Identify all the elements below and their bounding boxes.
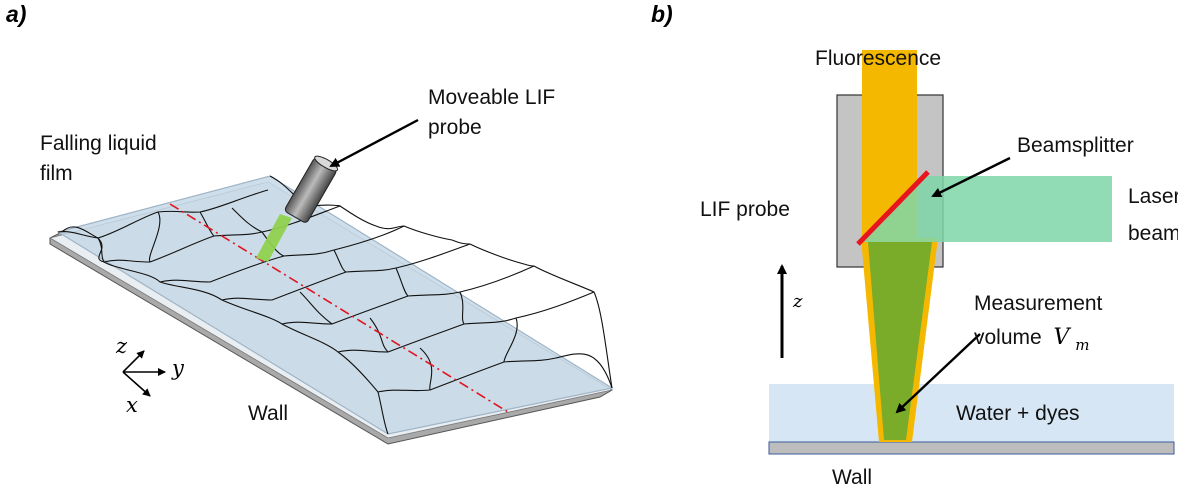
- film-label-line1: Falling liquid: [40, 132, 157, 155]
- measurement-label-line2: volume V m: [974, 325, 1090, 354]
- probe-label-line1: Moveable LIF: [428, 86, 555, 109]
- beamsplitter: [856, 170, 930, 246]
- falling-film: [56, 175, 614, 435]
- axis-x-label: x: [126, 393, 138, 417]
- wall-label-b: Wall: [832, 466, 872, 489]
- film-label-line2: film: [40, 162, 73, 185]
- measurement-volume-word: volume: [974, 326, 1042, 349]
- panel-b-label: b): [651, 1, 673, 27]
- probe-label-arrow: [329, 118, 419, 168]
- volume-subscript: m: [1075, 336, 1089, 354]
- z-axis-label: z: [792, 291, 803, 312]
- water-label: Water + dyes: [956, 402, 1080, 425]
- axis-z-label: z: [115, 334, 128, 358]
- axis-y-label: y: [171, 356, 185, 380]
- laser-label-line2: beam: [1128, 222, 1178, 245]
- panel-a: a): [6, 1, 614, 445]
- measurement-volume: [868, 242, 932, 440]
- probe-label-line2: probe: [428, 116, 482, 139]
- wall-strip: [768, 441, 1175, 455]
- beamsplitter-label: Beamsplitter: [1017, 134, 1134, 157]
- lif-probe-label: LIF probe: [700, 198, 790, 221]
- volume-symbol: V: [1054, 325, 1072, 350]
- probe-laser-beam: [256, 214, 292, 262]
- film-side-waves: [61, 175, 613, 435]
- fluorescence-label: Fluorescence: [815, 47, 941, 70]
- coordinate-axes: [122, 350, 166, 397]
- panel-b: b) z Fluorescence Beamsplitter LIF probe…: [651, 1, 1178, 489]
- lif-probe-body: [284, 155, 339, 223]
- beamsplitter-arrow: [931, 156, 1011, 198]
- panel-a-label: a): [6, 1, 26, 27]
- scan-path-line: [169, 203, 509, 413]
- measurement-arrow: [895, 333, 981, 414]
- laser-label-line1: Laser: [1128, 185, 1178, 208]
- laser-beam: [860, 176, 1112, 242]
- water-layer: [769, 384, 1174, 442]
- wall-label-a: Wall: [248, 402, 288, 425]
- measurement-label-line1: Measurement: [974, 292, 1103, 315]
